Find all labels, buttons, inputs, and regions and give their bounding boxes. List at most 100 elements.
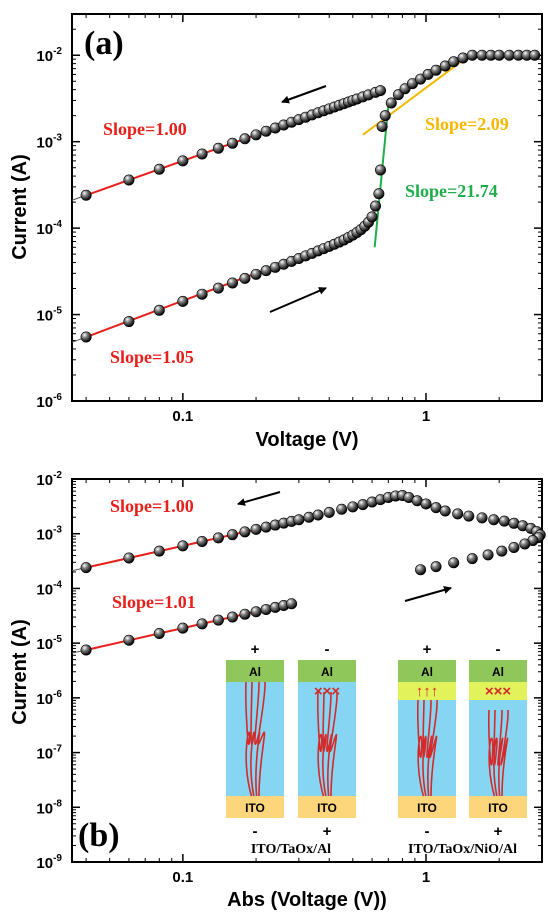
panel-b-label: (b): [78, 817, 120, 854]
inset-filament-path: [245, 681, 253, 797]
inset-bottom-polarity: +: [494, 823, 503, 840]
panel-b-data-point: [226, 529, 238, 541]
panel-b-data-point: [123, 552, 135, 564]
inset-rupture-marks: ×××: [314, 683, 341, 700]
panel-b-data-point: [260, 603, 272, 615]
panel-a-data-point: [123, 174, 135, 186]
panel-a-data-point: [448, 56, 460, 68]
panel-a-chart: (a) 0.1 1 10-6 10-5 10-4 10-3 10-2 Voltage (V)…: [9, 13, 543, 451]
inset-filament-path: [488, 709, 496, 797]
inset-ito-electrode: [398, 796, 456, 818]
inset-filament-path: [254, 681, 261, 797]
panel-a-label: (a): [84, 25, 124, 62]
panel-b-data-point: [519, 538, 531, 550]
panel-b-data-point: [420, 498, 432, 510]
panel-b-data-point: [430, 502, 442, 514]
panel-b-data-point: [153, 628, 165, 640]
panel-b-data-point: [463, 510, 475, 522]
panel-a-data-point: [379, 110, 391, 122]
inset-al-electrode: [226, 660, 284, 682]
inset-ito-label: ITO: [417, 801, 437, 815]
panel-a-data-point: [80, 331, 92, 343]
panel-b-data-point: [312, 509, 324, 521]
panel-a-axis-title-y: Current (A): [9, 154, 31, 260]
panel-b-sweep-arrow-reverse: [237, 491, 281, 506]
panel-a-data-point: [226, 277, 238, 289]
inset-top-polarity: -: [496, 641, 501, 658]
panel-b-y-tick-label: 10-3: [36, 525, 62, 544]
panel-b-x-tick-label: 0.1: [172, 869, 193, 886]
panel-a-data-points: [80, 49, 541, 343]
inset-al-electrode: [298, 660, 356, 682]
panel-b-data-point: [239, 526, 251, 538]
panel-b-data-points: [80, 489, 546, 656]
panel-b-data-point: [80, 562, 92, 574]
panel-a-data-point: [466, 49, 478, 61]
inset-filament-path: [497, 709, 504, 797]
inset-al-label: Al: [421, 665, 433, 679]
panel-b-data-point: [466, 553, 478, 565]
panel-a-data-point: [177, 295, 189, 307]
panel-a-y-tick-label: 10-6: [36, 392, 62, 411]
panel-a-fit-lines: [71, 60, 463, 343]
panel-a-y-tick-label: 10-5: [36, 306, 62, 325]
inset-ito-label: ITO: [317, 801, 337, 815]
inset-filament-path: [329, 691, 338, 797]
panel-b-slope-label-bottom: Slope=1.01: [112, 592, 196, 612]
panel-a-data-point: [212, 142, 224, 154]
panel-b-data-point: [303, 511, 315, 523]
panel-a-data-point: [430, 64, 442, 76]
panel-a-data-point: [260, 265, 272, 277]
panel-a-data-point: [375, 164, 387, 176]
inset-nio-layer: [398, 682, 456, 700]
panel-a-axis-title-x: Voltage (V): [256, 429, 359, 451]
panel-a-data-point: [239, 133, 251, 145]
inset-oxygen-arrows: ↑↑↑: [416, 683, 439, 700]
inset-top-polarity: -: [325, 641, 330, 658]
panel-b-data-point: [239, 608, 251, 620]
inset-filament-path: [493, 709, 498, 797]
panel-b-sweep-arrow-forward: [404, 586, 452, 602]
inset-ito-electrode: [298, 796, 356, 818]
panel-b-y-tick-label: 10-8: [36, 798, 62, 817]
panel-a-slope-label-top: Slope=1.00: [103, 119, 187, 139]
panel-a-y-tick-label: 10-4: [36, 219, 62, 238]
inset-al-electrode: [469, 660, 527, 682]
panel-b-data-point: [323, 506, 335, 518]
panel-a-data-point: [503, 49, 515, 61]
panel-a-data-point: [80, 189, 92, 201]
panel-b-data-point: [123, 634, 135, 646]
panel-a-data-point: [366, 211, 378, 223]
inset-ito-electrode: [226, 796, 284, 818]
panel-b-chart: 0.1 1 10-9 10-8 10-7 10-6 10-5 10-4 10-3 10-2 Abs…: [9, 470, 546, 911]
panel-a-slope-label-bottom: Slope=1.05: [110, 347, 194, 367]
inset-filament-path: [417, 699, 425, 797]
panel-b-data-point: [226, 611, 238, 623]
panel-a-data-point: [226, 137, 238, 149]
panel-a-data-point: [370, 200, 382, 212]
panel-a-axes: 0.1 1 10-6 10-5 10-4 10-3 10-2: [36, 13, 543, 425]
inset-filament-path: [250, 681, 255, 797]
panel-a-data-point: [196, 148, 208, 160]
panel-b-data-point: [177, 540, 189, 552]
panel-a-sweep-arrow-reverse: [281, 85, 327, 104]
inset-filament-path: [322, 691, 327, 797]
panel-a-data-point: [153, 304, 165, 316]
panel-b-data-point: [196, 618, 208, 630]
panel-a-data-point: [196, 288, 208, 300]
panel-b-axis-title-y: Current (A): [9, 619, 31, 725]
panel-a-plot-frame: [71, 13, 543, 402]
panel-b-data-point: [286, 598, 298, 610]
panel-b-data-point: [212, 532, 224, 544]
panel-b-data-point: [250, 523, 262, 535]
inset-bottom-polarity: -: [425, 823, 430, 840]
panel-b-data-point: [476, 512, 488, 524]
panel-a-slope-label-orange: Slope=2.09: [425, 114, 509, 134]
panel-b-data-point: [448, 557, 460, 569]
inset-al-label: Al: [492, 665, 504, 679]
panel-a-data-point: [375, 85, 387, 97]
panel-b-y-tick-label: 10-2: [36, 470, 62, 489]
inset-filament-path: [326, 691, 333, 797]
panel-a-x-tick-label: 1: [422, 408, 430, 425]
